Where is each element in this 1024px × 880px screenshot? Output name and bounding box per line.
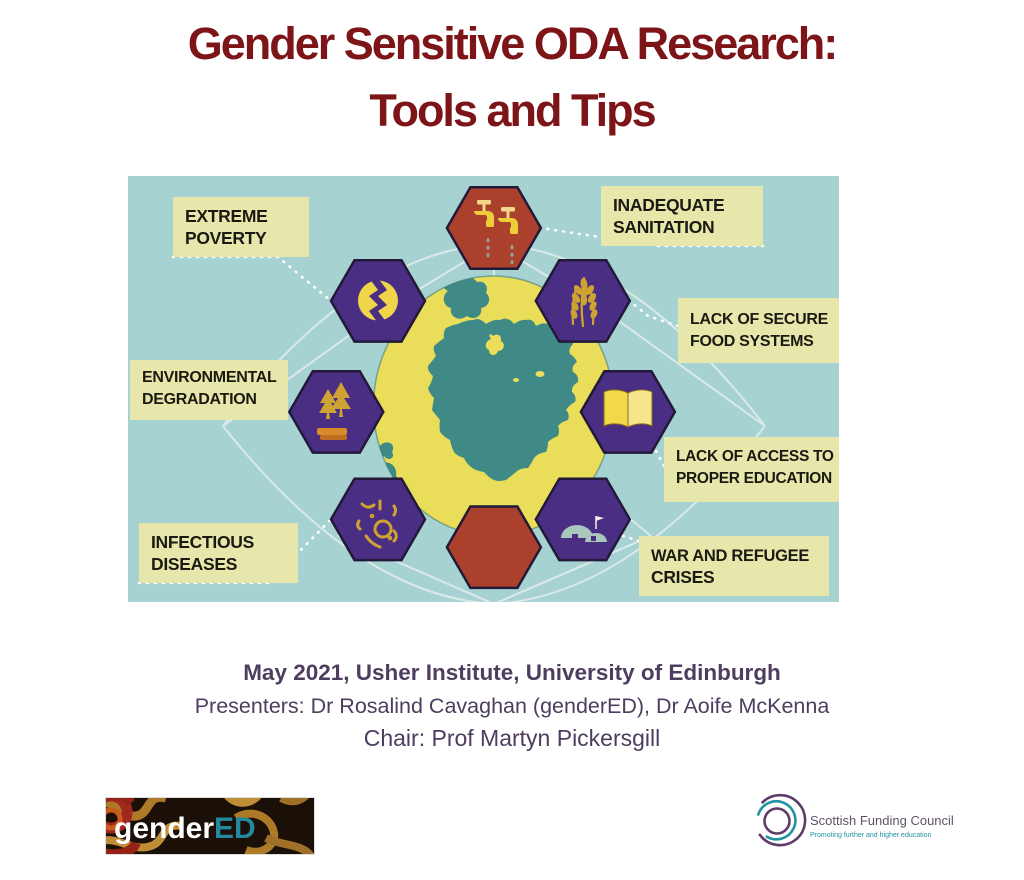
svg-text:DEGRADATION: DEGRADATION bbox=[142, 391, 257, 408]
svg-text:FOOD SYSTEMS: FOOD SYSTEMS bbox=[690, 333, 814, 350]
svg-text:genderED: genderED bbox=[114, 812, 256, 845]
svg-text:PROPER EDUCATION: PROPER EDUCATION bbox=[676, 470, 832, 487]
svg-text:Promoting further and higher e: Promoting further and higher education bbox=[810, 832, 932, 839]
svg-text:INFECTIOUS: INFECTIOUS bbox=[151, 532, 254, 552]
svg-text:POVERTY: POVERTY bbox=[185, 228, 267, 248]
svg-text:CRISES: CRISES bbox=[651, 567, 714, 587]
svg-text:LACK OF ACCESS TO: LACK OF ACCESS TO bbox=[676, 448, 834, 465]
svg-text:EXTREME: EXTREME bbox=[185, 206, 268, 226]
svg-text:SANITATION: SANITATION bbox=[613, 217, 714, 237]
svg-text:LACK OF SECURE: LACK OF SECURE bbox=[690, 311, 829, 328]
svg-text:ENVIRONMENTAL: ENVIRONMENTAL bbox=[142, 369, 277, 386]
svg-text:DISEASES: DISEASES bbox=[151, 554, 237, 574]
svg-text:INADEQUATE: INADEQUATE bbox=[613, 195, 724, 215]
svg-text:Scottish Funding Council: Scottish Funding Council bbox=[810, 813, 954, 828]
svg-text:WAR AND REFUGEE: WAR AND REFUGEE bbox=[651, 547, 809, 565]
